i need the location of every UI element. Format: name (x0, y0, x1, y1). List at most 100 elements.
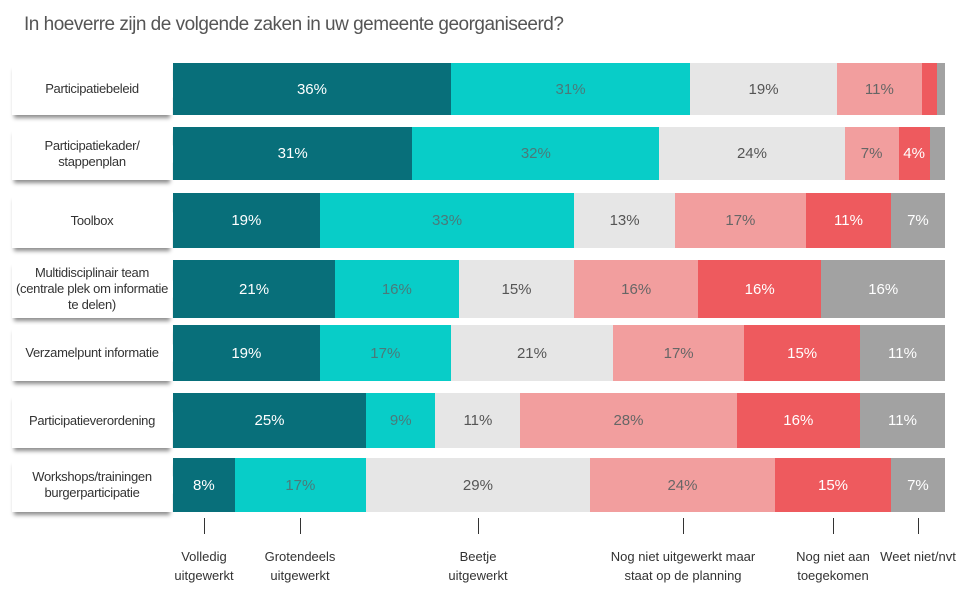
legend-entry: Volledig uitgewerkt (174, 549, 234, 583)
chart-title: In hoeverre zijn de volgende zaken in uw… (24, 14, 564, 35)
legend-entry: Nog niet aan toegekomen (796, 549, 870, 583)
bar-segment: 31% (450, 63, 691, 115)
category-label: Verzamelpunt informatie (12, 325, 182, 381)
data-label: 24% (667, 476, 698, 494)
data-label: 17% (663, 344, 694, 362)
bar-segment: 11% (435, 393, 521, 448)
bar-row: 8% 17% 29% 24% 15% 7% (173, 458, 945, 512)
bar-segment: 7% (844, 127, 899, 180)
bar-segment: 7% (890, 458, 945, 512)
legend-tick (300, 518, 301, 534)
data-label: 7% (907, 476, 929, 494)
bar-segment: 11% (836, 63, 922, 115)
category-label: Participatieverordening (12, 393, 182, 448)
data-label: 16% (381, 280, 412, 298)
legend-entry: Weet niet/nvt (880, 549, 956, 564)
data-label: 11% (463, 412, 493, 429)
data-label: 11% (834, 212, 863, 229)
data-label: 17% (725, 212, 756, 229)
bar-segment: 11% (860, 393, 945, 448)
data-label: 29% (462, 476, 493, 494)
category-label: Workshops/trainingen burgerparticipatie (12, 458, 182, 512)
bar-segment: 24% (589, 458, 776, 512)
legend-tick (918, 518, 919, 534)
bar-segment: 16% (574, 260, 698, 318)
category-label: Toolbox (12, 193, 182, 248)
data-label: 7% (907, 212, 929, 229)
bar-row: 31% 32% 24% 7% 4% (173, 127, 945, 180)
bar-segment: 7% (890, 193, 945, 248)
bar-segment: 9% (366, 393, 436, 448)
bar-segment: 29% (365, 458, 590, 512)
bar-segment: 33% (319, 193, 575, 248)
data-label: 19% (231, 212, 262, 229)
data-label: 16% (621, 280, 652, 298)
data-label: 17% (285, 476, 316, 494)
bar-segment: 17% (319, 325, 451, 381)
bar-segment: 36% (173, 63, 451, 115)
bar-segment: 8% (173, 458, 235, 512)
bar-segment: 11% (860, 325, 945, 381)
bar-row: 25% 9% 11% 28% 16% 11% (173, 393, 945, 448)
bar-segment: 19% (173, 325, 320, 381)
bar-segment: 17% (674, 193, 807, 248)
bar-row: 19% 17% 21% 17% 15% 11% (173, 325, 945, 381)
bar-segment: 32% (412, 127, 660, 180)
bar-segment: 11% (806, 193, 891, 248)
data-label: 16% (783, 412, 814, 429)
bar-segment: 31% (173, 127, 413, 180)
data-label: 19% (231, 344, 262, 362)
bar-segment: 24% (659, 127, 845, 180)
legend-entry: Grotendeels uitgewerkt (264, 549, 336, 583)
data-label: 11% (888, 344, 917, 362)
data-label: 21% (516, 344, 547, 362)
bar-segment (921, 63, 938, 115)
data-label: 4% (903, 145, 925, 162)
data-label: 8% (193, 476, 215, 494)
bar-segment: 21% (173, 260, 336, 318)
data-label: 11% (888, 412, 917, 429)
data-label: 19% (748, 80, 779, 98)
bar-segment (937, 63, 945, 115)
bar-row: 19% 33% 13% 17% 11% 7% (173, 193, 945, 248)
bar-segment: 21% (450, 325, 614, 381)
data-label: 7% (860, 145, 883, 162)
bar-segment: 25% (173, 393, 366, 448)
bar-segment: 28% (520, 393, 737, 448)
bar-segment: 19% (173, 193, 320, 248)
bar-segment: 16% (821, 260, 945, 318)
legend-tick (204, 518, 205, 534)
bar-segment: 15% (458, 260, 575, 318)
bar-segment: 4% (898, 127, 930, 180)
legend-tick (683, 518, 684, 534)
legend-tick (833, 518, 834, 534)
legend-entry: Nog niet uitgewerkt maar staat op de pla… (610, 549, 756, 583)
bar-segment: 17% (234, 458, 366, 512)
legend-entry: Beetje uitgewerkt (448, 549, 508, 583)
data-label: 32% (520, 145, 551, 162)
data-label: 17% (370, 344, 401, 362)
data-label: 13% (609, 212, 640, 229)
bar-segment (929, 127, 945, 180)
data-label: 31% (277, 145, 308, 162)
bar-row: 21% 16% 15% 16% 16% 16% (173, 260, 945, 318)
data-label: 15% (787, 344, 818, 362)
bar-row: 36% 31% 19% 11% (173, 63, 945, 115)
data-label: 9% (389, 412, 412, 429)
data-label: 31% (555, 80, 586, 98)
category-label: Participatiebeleid (12, 63, 182, 115)
category-label: Multidisciplinair team (centrale plek om… (12, 260, 182, 318)
data-label: 16% (744, 280, 775, 298)
bar-segment: 16% (736, 393, 861, 448)
legend-tick (478, 518, 479, 534)
bar-segment: 13% (574, 193, 675, 248)
bar-segment: 16% (697, 260, 822, 318)
category-label: Participatiekader/ stappenplan (12, 127, 182, 180)
data-label: 16% (868, 280, 899, 298)
bar-segment: 19% (690, 63, 837, 115)
data-label: 15% (501, 280, 532, 298)
data-label: 36% (296, 80, 327, 98)
data-label: 25% (254, 412, 285, 429)
bar-segment: 16% (335, 260, 459, 318)
